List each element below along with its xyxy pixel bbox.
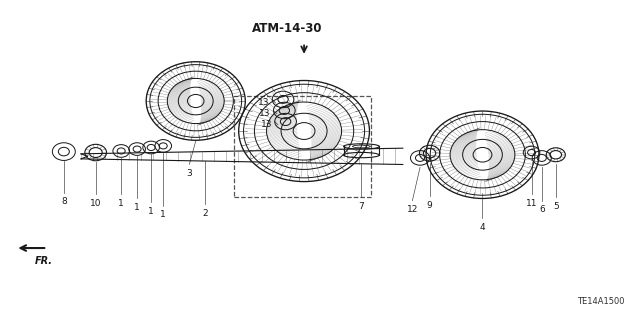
Text: 3: 3	[186, 169, 192, 178]
Text: 7: 7	[358, 202, 364, 211]
Text: 8: 8	[61, 197, 67, 206]
Text: 12: 12	[406, 205, 418, 214]
Text: 10: 10	[90, 199, 102, 208]
Text: 6: 6	[539, 205, 545, 214]
Text: 4: 4	[479, 223, 485, 232]
Text: 2: 2	[202, 209, 208, 218]
Text: 9: 9	[427, 201, 433, 210]
Bar	[234, 96, 371, 197]
Text: 13: 13	[259, 109, 271, 118]
Text: FR.: FR.	[35, 256, 53, 266]
Text: 1: 1	[118, 199, 124, 208]
Text: 1: 1	[161, 211, 166, 219]
Text: ATM-14-30: ATM-14-30	[252, 22, 322, 35]
Text: 13: 13	[260, 120, 272, 129]
Text: 13: 13	[258, 98, 269, 107]
Text: 1: 1	[134, 203, 140, 212]
Text: 5: 5	[553, 202, 559, 211]
Text: 1: 1	[148, 207, 154, 216]
Text: TE14A1500: TE14A1500	[577, 297, 625, 306]
Text: 11: 11	[526, 199, 538, 208]
